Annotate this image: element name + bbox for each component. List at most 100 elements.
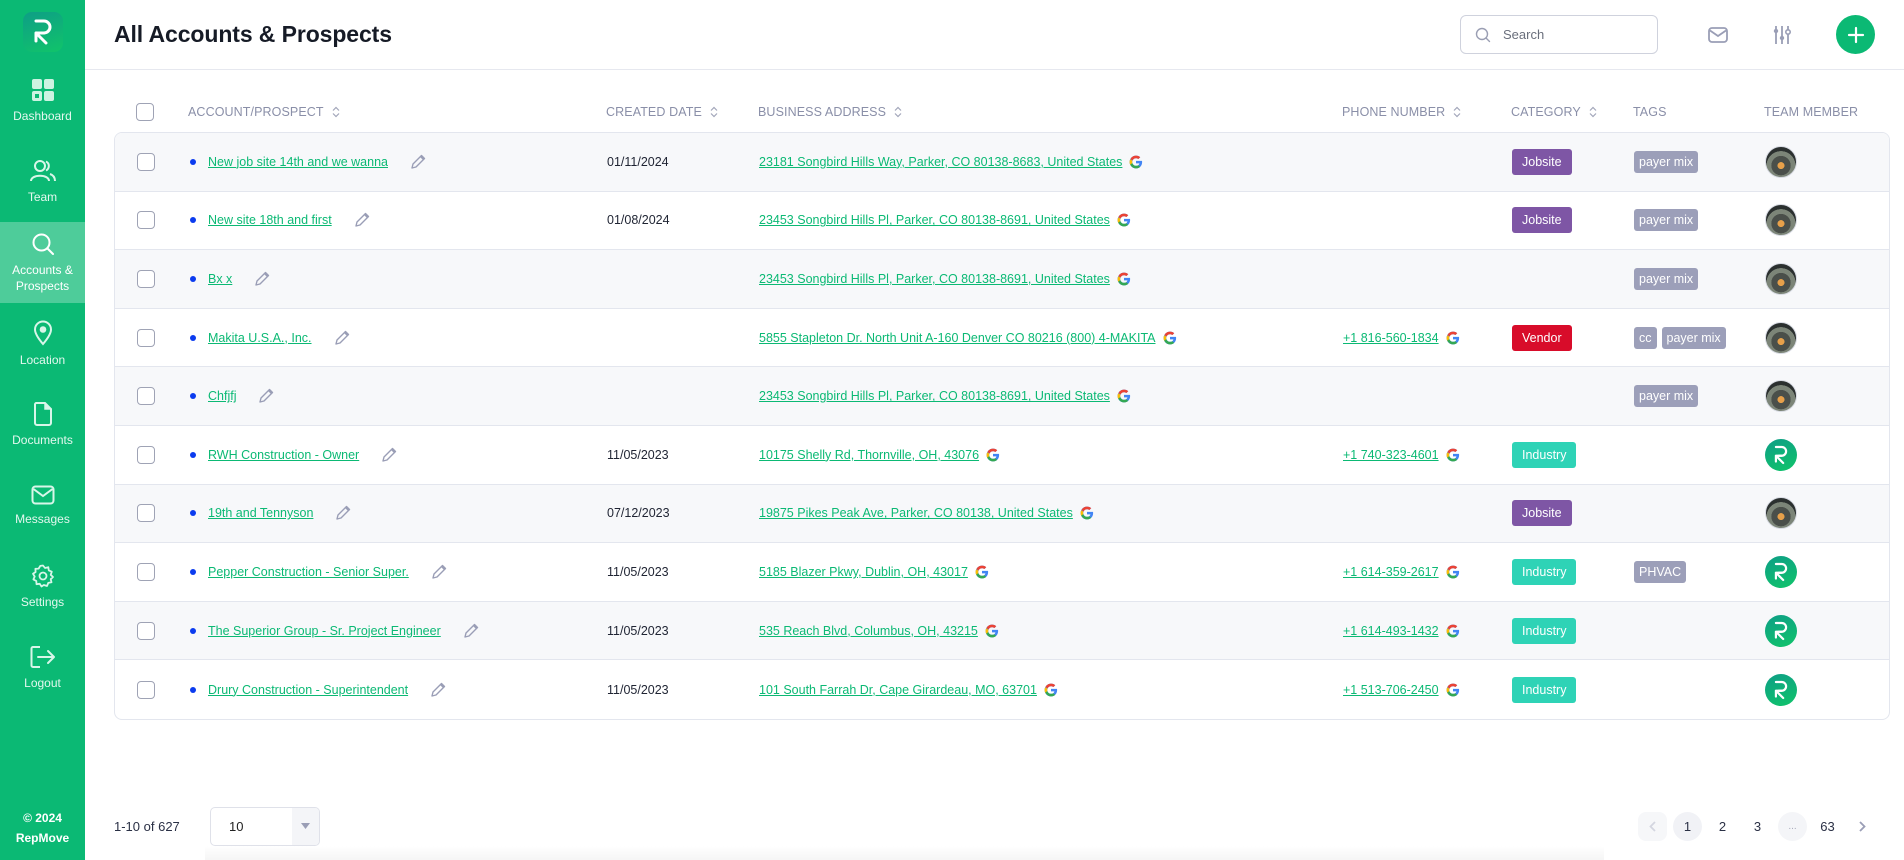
- google-search-address-button[interactable]: [975, 565, 989, 579]
- sidebar-item-logout[interactable]: Logout: [0, 627, 85, 708]
- google-search-address-button[interactable]: [1117, 389, 1131, 403]
- row-checkbox[interactable]: [137, 387, 155, 406]
- team-member-avatar[interactable]: [1765, 380, 1797, 413]
- page-63-button[interactable]: 63: [1820, 818, 1835, 834]
- add-account-button[interactable]: [1836, 15, 1875, 54]
- row-checkbox[interactable]: [137, 562, 155, 581]
- account-name-link[interactable]: 19th and Tennyson: [208, 506, 314, 521]
- column-account-prospect[interactable]: ACCOUNT/PROSPECT: [188, 105, 606, 119]
- business-address-link[interactable]: 23453 Songbird Hills Pl, Parker, CO 8013…: [759, 271, 1110, 286]
- sidebar-item-team[interactable]: Team: [0, 141, 85, 222]
- google-search-address-button[interactable]: [1163, 331, 1177, 345]
- edit-button[interactable]: [410, 154, 426, 170]
- next-page-button[interactable]: [1848, 812, 1877, 841]
- team-member-avatar[interactable]: [1765, 614, 1797, 647]
- google-search-phone-button[interactable]: [1446, 448, 1460, 462]
- row-checkbox[interactable]: [137, 328, 155, 347]
- business-address-link[interactable]: 23181 Songbird Hills Way, Parker, CO 801…: [759, 154, 1123, 169]
- repmove-logo[interactable]: [22, 12, 63, 52]
- page-1-button[interactable]: 1: [1673, 811, 1702, 841]
- edit-button[interactable]: [430, 682, 446, 698]
- team-member-avatar[interactable]: [1765, 321, 1797, 354]
- business-address-link[interactable]: 23453 Songbird Hills Pl, Parker, CO 8013…: [759, 213, 1110, 228]
- phone-number-link[interactable]: +1 513-706-2450: [1343, 682, 1439, 697]
- account-name-link[interactable]: Drury Construction - Superintendent: [208, 682, 409, 697]
- row-checkbox[interactable]: [137, 445, 155, 464]
- google-search-phone-button[interactable]: [1446, 565, 1460, 579]
- row-checkbox[interactable]: [137, 621, 155, 640]
- page-3-button[interactable]: 3: [1753, 818, 1762, 834]
- phone-number-link[interactable]: +1 614-493-1432: [1343, 623, 1439, 638]
- google-search-address-button[interactable]: [985, 624, 999, 638]
- google-search-phone-button[interactable]: [1446, 683, 1460, 697]
- table-row: RWH Construction - Owner 11/05/2023 1017…: [115, 426, 1889, 485]
- edit-button[interactable]: [463, 623, 479, 639]
- column-category[interactable]: CATEGORY: [1511, 105, 1633, 119]
- team-member-avatar[interactable]: [1765, 438, 1797, 471]
- account-name-link[interactable]: The Superior Group - Sr. Project Enginee…: [208, 623, 441, 638]
- phone-number-link[interactable]: +1 614-359-2617: [1343, 564, 1439, 579]
- sidebar-item-messages[interactable]: Messages: [0, 465, 85, 546]
- sidebar-item-documents[interactable]: Documents: [0, 384, 85, 465]
- edit-button[interactable]: [334, 330, 350, 346]
- business-address-link[interactable]: 10175 Shelly Rd, Thornville, OH, 43076: [759, 447, 980, 462]
- google-search-phone-button[interactable]: [1446, 331, 1460, 345]
- account-name-link[interactable]: Makita U.S.A., Inc.: [208, 330, 312, 345]
- phone-number-link[interactable]: +1 816-560-1834: [1343, 330, 1439, 345]
- team-member-avatar[interactable]: [1765, 145, 1797, 178]
- business-address-link[interactable]: 5185 Blazer Pkwy, Dublin, OH, 43017: [759, 564, 968, 579]
- team-member-cell: [1762, 380, 1882, 413]
- per-page-select[interactable]: 10: [210, 806, 320, 846]
- google-search-phone-button[interactable]: [1446, 624, 1460, 638]
- business-address-link[interactable]: 23453 Songbird Hills Pl, Parker, CO 8013…: [759, 389, 1110, 404]
- search-box[interactable]: [1460, 15, 1658, 54]
- account-name-link[interactable]: New site 18th and first: [208, 213, 332, 228]
- row-checkbox[interactable]: [137, 680, 155, 699]
- edit-button[interactable]: [254, 271, 270, 287]
- sidebar-item-location[interactable]: Location: [0, 303, 85, 384]
- page-2-button[interactable]: 2: [1718, 818, 1727, 834]
- column-created-date[interactable]: CREATED DATE: [606, 105, 758, 119]
- row-checkbox[interactable]: [137, 211, 155, 230]
- google-search-address-button[interactable]: [986, 448, 1000, 462]
- team-member-avatar[interactable]: [1765, 497, 1797, 530]
- edit-button[interactable]: [431, 564, 447, 580]
- edit-button[interactable]: [335, 505, 351, 521]
- account-name-link[interactable]: Pepper Construction - Senior Super.: [208, 564, 409, 579]
- account-name-link[interactable]: Bx x: [208, 271, 233, 286]
- account-name-link[interactable]: Chfjfj: [208, 389, 237, 404]
- prev-page-button[interactable]: [1638, 811, 1667, 841]
- google-search-address-button[interactable]: [1080, 506, 1094, 520]
- google-search-address-button[interactable]: [1129, 155, 1143, 169]
- column-phone-number[interactable]: PHONE NUMBER: [1342, 105, 1511, 119]
- sidebar-item-accounts-prospects[interactable]: Accounts & Prospects: [0, 222, 85, 303]
- sidebar-item-settings[interactable]: Settings: [0, 546, 85, 627]
- select-all-checkbox[interactable]: [136, 103, 154, 121]
- account-name-link[interactable]: New job site 14th and we wanna: [208, 154, 388, 169]
- column-business-address[interactable]: BUSINESS ADDRESS: [758, 105, 1342, 119]
- sidebar-item-dashboard[interactable]: Dashboard: [0, 60, 85, 141]
- edit-button[interactable]: [381, 447, 397, 463]
- row-checkbox[interactable]: [137, 269, 155, 288]
- account-name-link[interactable]: RWH Construction - Owner: [208, 447, 360, 462]
- phone-number-link[interactable]: +1 740-323-4601: [1343, 447, 1439, 462]
- business-address-link[interactable]: 101 South Farrah Dr, Cape Girardeau, MO,…: [759, 682, 1037, 697]
- business-address-link[interactable]: 5855 Stapleton Dr. North Unit A-160 Denv…: [759, 330, 1156, 345]
- team-member-avatar[interactable]: [1765, 262, 1797, 295]
- row-checkbox[interactable]: [137, 504, 155, 523]
- google-search-address-button[interactable]: [1117, 272, 1131, 286]
- tag-badge: payer mix: [1634, 209, 1699, 232]
- team-member-avatar[interactable]: [1765, 673, 1797, 706]
- edit-button[interactable]: [354, 212, 370, 228]
- google-search-address-button[interactable]: [1117, 213, 1131, 227]
- team-member-avatar[interactable]: [1765, 555, 1797, 588]
- business-address-link[interactable]: 535 Reach Blvd, Columbus, OH, 43215: [759, 623, 978, 638]
- row-checkbox[interactable]: [137, 152, 155, 171]
- google-search-address-button[interactable]: [1044, 683, 1058, 697]
- messages-button[interactable]: [1698, 15, 1738, 55]
- filters-button[interactable]: [1762, 15, 1802, 55]
- business-address-link[interactable]: 19875 Pikes Peak Ave, Parker, CO 80138, …: [759, 506, 1073, 521]
- search-input[interactable]: [1503, 27, 1643, 42]
- edit-button[interactable]: [258, 388, 274, 404]
- team-member-avatar[interactable]: [1765, 204, 1797, 237]
